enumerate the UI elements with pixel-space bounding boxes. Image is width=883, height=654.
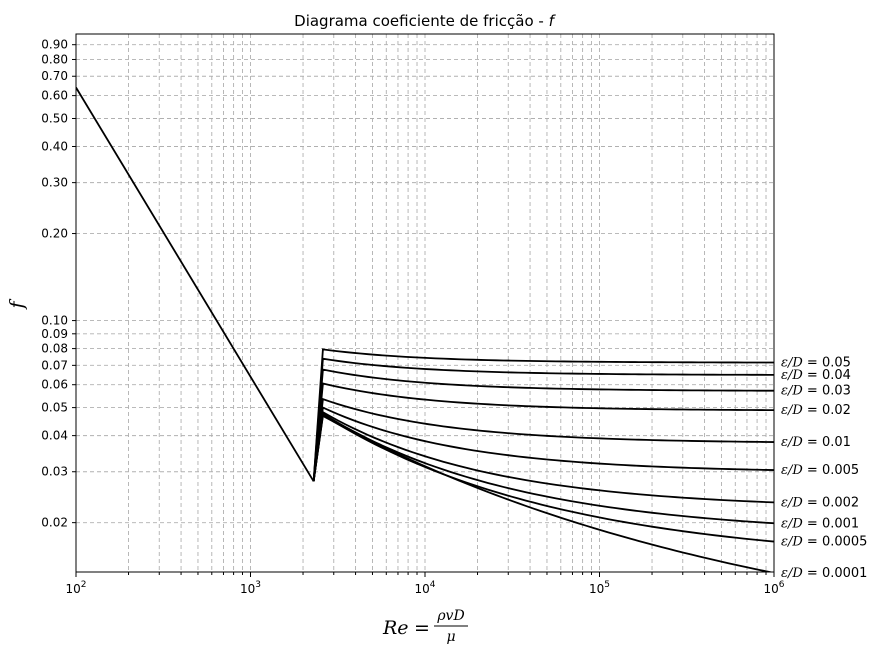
- series-label-value: = 0.03: [803, 384, 851, 399]
- x-tick-label: 102: [65, 580, 86, 596]
- y-tick-label: 0.08: [41, 342, 68, 356]
- chart-title-text: Diagrama coeficiente de fricção -: [294, 12, 548, 30]
- y-tick-label: 0.06: [41, 378, 68, 392]
- curve-roughness-0.0005: [312, 413, 774, 543]
- series-label-value: = 0.02: [803, 403, 851, 418]
- y-tick-label: 0.10: [41, 314, 68, 328]
- x-axis-label-lhs: Re: [382, 617, 409, 639]
- x-tick-base: 10: [240, 582, 255, 596]
- curve-roughness-0.001: [312, 412, 774, 525]
- curve-roughness-0.01: [312, 397, 774, 482]
- chart-title-variable: f: [549, 12, 557, 30]
- series-label: ε/D = 0.04: [781, 368, 851, 383]
- curve-roughness-0.02: [312, 382, 774, 482]
- x-axis-label-equals: =: [414, 617, 430, 639]
- y-tick-label: 0.02: [41, 516, 68, 530]
- series-label: ε/D = 0.002: [781, 495, 859, 510]
- y-axis-label: f: [6, 299, 28, 311]
- curves: [76, 87, 774, 572]
- y-tick-label: 0.80: [41, 52, 68, 66]
- series-label: ε/D = 0.005: [781, 463, 859, 478]
- series-label-symbol: ε/D: [781, 403, 803, 418]
- series-label: ε/D = 0.0001: [781, 566, 867, 581]
- y-tick-label: 0.04: [41, 429, 68, 443]
- series-label-symbol: ε/D: [781, 516, 803, 531]
- x-tick-exponent: 2: [81, 580, 87, 590]
- y-tick-label: 0.90: [41, 38, 68, 52]
- series-label-symbol: ε/D: [781, 368, 803, 383]
- x-tick-base: 10: [763, 582, 778, 596]
- series-label-value: = 0.05: [803, 356, 851, 371]
- y-tick-label: 0.05: [41, 401, 68, 415]
- series-label-symbol: ε/D: [781, 535, 803, 550]
- curve-roughness-0.002: [312, 410, 774, 504]
- x-tick-base: 10: [65, 582, 80, 596]
- x-tick-exponent: 3: [255, 580, 261, 590]
- y-tick-label: 0.60: [41, 89, 68, 103]
- series-label-value: = 0.01: [803, 435, 851, 450]
- x-tick-exponent: 5: [604, 580, 610, 590]
- y-tick-label: 0.70: [41, 69, 68, 83]
- series-label: ε/D = 0.03: [781, 384, 851, 399]
- series-label-symbol: ε/D: [781, 435, 803, 450]
- curve-roughness-0.0001: [312, 414, 774, 572]
- curve-roughness-0.04: [312, 357, 774, 482]
- y-tick-label: 0.40: [41, 140, 68, 154]
- y-tick-label: 0.07: [41, 358, 68, 372]
- x-tick-label: 105: [589, 580, 610, 596]
- series-label: ε/D = 0.05: [781, 356, 851, 371]
- series-label: ε/D = 0.001: [781, 516, 859, 531]
- y-axis-ticks: 0.02 0.03 0.04 0.05 0.06 0.07 0.080.090.10 0.20…: [41, 38, 76, 530]
- curve-roughness-0.005: [312, 406, 774, 482]
- series-label-value: = 0.002: [803, 495, 859, 510]
- x-tick-base: 10: [414, 582, 429, 596]
- series-label-symbol: ε/D: [781, 495, 803, 510]
- series-label-value: = 0.0005: [803, 535, 868, 550]
- series-labels: ε/D = 0.05ε/D = 0.04ε/D = 0.03ε/D = 0.02…: [781, 356, 867, 581]
- series-label-value: = 0.001: [803, 516, 859, 531]
- y-tick-label: 0.09: [41, 327, 68, 341]
- y-tick-label: 0.20: [41, 227, 68, 241]
- x-tick-exponent: 6: [779, 580, 785, 590]
- y-tick-label: 0.50: [41, 111, 68, 125]
- series-label-value: = 0.04: [803, 368, 851, 383]
- x-axis-label-numerator: ρvD: [436, 608, 464, 624]
- x-axis-label: Re = ρvD μ: [382, 608, 468, 645]
- series-label-value: = 0.0001: [803, 566, 868, 581]
- series-label-symbol: ε/D: [781, 356, 803, 371]
- series-label-value: = 0.005: [803, 463, 859, 478]
- series-label-symbol: ε/D: [781, 384, 803, 399]
- x-axis-label-denominator: μ: [446, 629, 455, 645]
- y-tick-label: 0.03: [41, 465, 68, 479]
- x-tick-label: 103: [240, 580, 261, 596]
- series-label: ε/D = 0.0005: [781, 535, 867, 550]
- series-label-symbol: ε/D: [781, 463, 803, 478]
- chart-title: Diagrama coeficiente de fricção - f: [294, 12, 556, 30]
- x-tick-exponent: 4: [430, 580, 436, 590]
- x-tick-label: 104: [414, 580, 435, 596]
- x-axis-ticks: 102 103 104 105 106: [65, 572, 785, 596]
- series-label: ε/D = 0.01: [781, 435, 851, 450]
- series-label-symbol: ε/D: [781, 566, 803, 581]
- curve-roughness-0.05: [312, 348, 774, 482]
- x-tick-label: 106: [763, 580, 784, 596]
- x-tick-base: 10: [589, 582, 604, 596]
- laminar-line: [76, 87, 315, 482]
- series-label: ε/D = 0.02: [781, 403, 851, 418]
- y-tick-label: 0.30: [41, 176, 68, 190]
- curve-roughness-0.03: [312, 368, 774, 482]
